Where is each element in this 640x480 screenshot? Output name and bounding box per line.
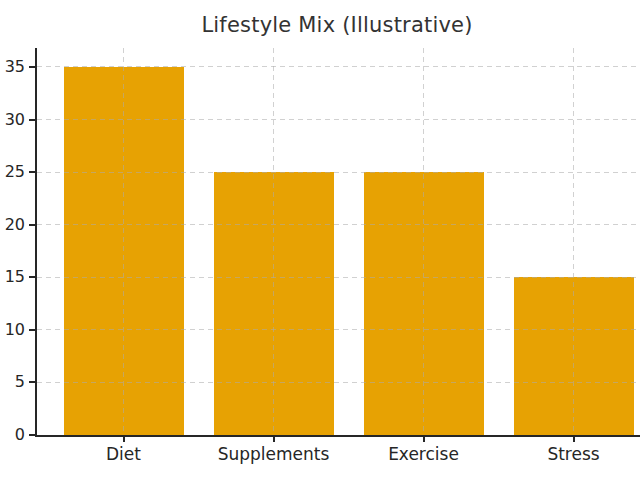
- x-tick-mark-supplements: [273, 437, 275, 442]
- y-axis-line: [35, 48, 37, 435]
- y-tick-mark-25: [29, 171, 35, 173]
- y-tick-mark-0: [29, 434, 35, 436]
- x-tick-label-diet: Diet: [44, 444, 204, 464]
- y-tick-label-15: 15: [0, 267, 25, 287]
- y-tick-label-5: 5: [0, 372, 25, 392]
- y-tick-mark-15: [29, 276, 35, 278]
- plot-area: 05101520253035DietSupplementsExerciseStr…: [37, 48, 637, 435]
- x-tick-mark-stress: [573, 437, 575, 442]
- y-tick-mark-5: [29, 381, 35, 383]
- x-tick-mark-exercise: [423, 437, 425, 442]
- y-tick-mark-10: [29, 329, 35, 331]
- y-tick-label-10: 10: [0, 320, 25, 340]
- axes-layer: 05101520253035DietSupplementsExerciseStr…: [37, 48, 637, 435]
- x-tick-label-exercise: Exercise: [344, 444, 504, 464]
- x-tick-label-stress: Stress: [494, 444, 640, 464]
- bar-chart-figure: Lifestyle Mix (Illustrative) 05101520253…: [0, 0, 640, 480]
- x-tick-mark-diet: [123, 437, 125, 442]
- y-tick-mark-35: [29, 66, 35, 68]
- y-tick-label-25: 25: [0, 162, 25, 182]
- x-tick-label-supplements: Supplements: [194, 444, 354, 464]
- y-tick-mark-20: [29, 224, 35, 226]
- y-tick-mark-30: [29, 119, 35, 121]
- y-tick-label-0: 0: [0, 425, 25, 445]
- y-tick-label-35: 35: [0, 57, 25, 77]
- chart-title: Lifestyle Mix (Illustrative): [37, 13, 637, 37]
- y-tick-label-20: 20: [0, 215, 25, 235]
- y-tick-label-30: 30: [0, 110, 25, 130]
- x-axis-line: [35, 435, 640, 437]
